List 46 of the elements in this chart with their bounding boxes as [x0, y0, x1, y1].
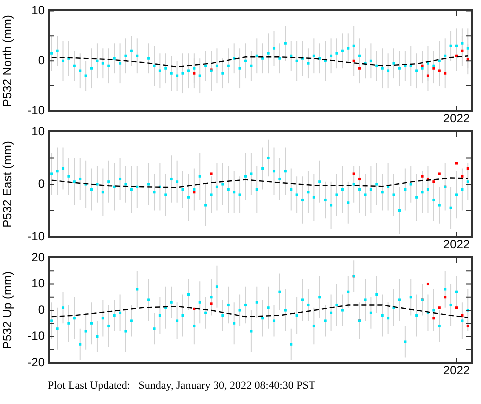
y-tick-label: 0: [38, 302, 46, 317]
point: [466, 167, 470, 170]
y-tick-label: -20: [28, 355, 46, 370]
point: [461, 175, 464, 178]
point: [466, 324, 470, 328]
point: [432, 67, 436, 70]
point: [210, 302, 213, 306]
y-tick-label: 20: [32, 250, 46, 264]
point: [438, 70, 441, 72]
point: [455, 162, 458, 165]
point: [421, 175, 424, 178]
point: [358, 67, 362, 70]
y-tick-label: -10: [28, 329, 46, 344]
point: [438, 172, 441, 176]
point: [438, 306, 441, 310]
y-tick-label: -10: [28, 229, 46, 244]
point: [358, 178, 362, 181]
point: [352, 60, 356, 62]
point: [455, 306, 458, 310]
text: Plot Last Updated: Sunday, January 30, 2022 08:40:30 PST: [48, 380, 316, 392]
line-series: [51, 178, 469, 188]
x-tick-label: 2022: [443, 238, 470, 252]
point: [461, 50, 464, 52]
y-axis-title: P532 Up (mm): [0, 271, 15, 350]
point: [432, 180, 436, 184]
x-tick-label: 2022: [443, 112, 470, 126]
y-tick-label: -10: [28, 103, 46, 118]
point: [426, 282, 430, 286]
point: [444, 296, 447, 299]
point: [210, 172, 213, 176]
point: [193, 191, 196, 194]
y-axis-title: P532 North (mm): [0, 15, 15, 108]
point: [426, 74, 430, 78]
y-tick-label: 10: [32, 4, 46, 18]
point: [421, 64, 424, 68]
y-tick-label: 0: [38, 53, 46, 68]
y-axis-title: P532 East (mm): [0, 141, 15, 228]
line-series: [51, 304, 469, 318]
y-tick-label: 0: [38, 176, 46, 191]
y-tick-label: 10: [32, 124, 46, 138]
x-tick-label: 2022: [443, 364, 470, 378]
point: [193, 72, 196, 75]
point: [444, 72, 447, 75]
point: [352, 172, 356, 176]
point: [432, 317, 436, 320]
y-tick-label: 10: [32, 276, 46, 291]
